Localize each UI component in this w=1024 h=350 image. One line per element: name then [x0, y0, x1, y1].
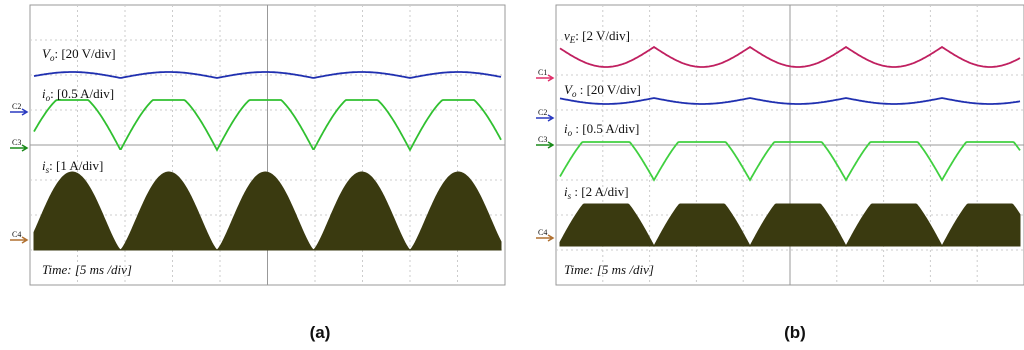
trace-scale: : [0.5 A/div] — [50, 86, 114, 101]
trace-scale: : [0.5 A/div] — [572, 121, 639, 136]
channel-label: C1 — [538, 68, 547, 77]
trace-scale: : [20 V/div] — [576, 82, 640, 97]
trace-label: io : [0.5 A/div] — [564, 121, 639, 138]
trace-scale: : [20 V/div] — [54, 46, 115, 61]
figure: Vo: [20 V/div]io: [0.5 A/div]is: [1 A/di… — [0, 0, 1024, 350]
trace-scale: : [2 V/div] — [575, 28, 630, 43]
channel-label: C2 — [12, 102, 21, 111]
trace-scale: : [2 A/div] — [571, 184, 628, 199]
caption: (a) — [310, 323, 331, 342]
trace-label: io: [0.5 A/div] — [42, 86, 114, 103]
caption: (b) — [784, 323, 806, 342]
channel-label: C4 — [12, 230, 21, 239]
channel-label: C2 — [538, 108, 547, 117]
time-label: Time: [5 ms /div] — [564, 262, 654, 277]
channel-label: C3 — [538, 135, 547, 144]
trace-label: is : [2 A/div] — [564, 184, 629, 201]
time-label: Time: [5 ms /div] — [42, 262, 132, 277]
channel-label: C3 — [12, 138, 21, 147]
trace-label: Vo : [20 V/div] — [564, 82, 641, 99]
trace-label: is: [1 A/div] — [42, 158, 103, 175]
channel-label: C4 — [538, 228, 547, 237]
trace-scale: : [1 A/div] — [49, 158, 103, 173]
